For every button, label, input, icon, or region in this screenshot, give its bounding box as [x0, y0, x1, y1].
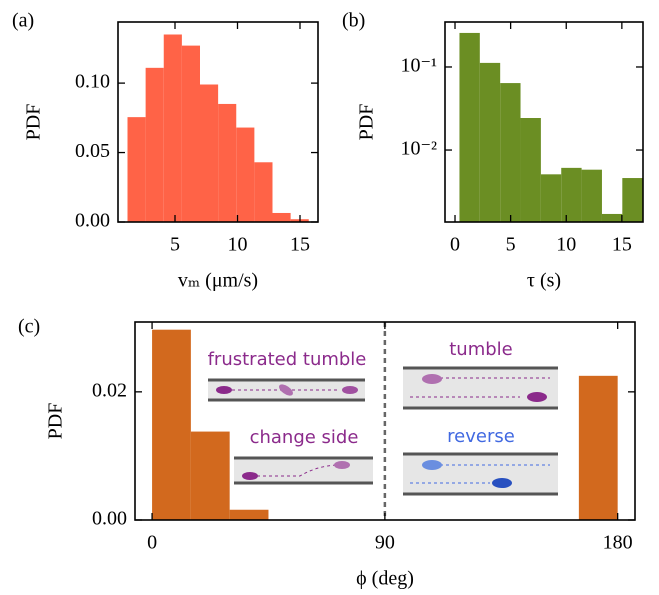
- bar: [272, 212, 291, 222]
- y-tick-label: 10⁻²: [400, 138, 437, 160]
- y-tick-label: 10⁻¹: [400, 55, 437, 77]
- bar: [561, 167, 582, 222]
- panel: 0 90 180 0.00 0.02 ϕ (deg) PDF (c): [18, 316, 636, 590]
- bar: [581, 169, 602, 222]
- bar: [520, 118, 541, 222]
- panel-label: (c): [18, 316, 40, 338]
- bar: [127, 117, 146, 222]
- x-tick-label: 10: [556, 234, 576, 256]
- x-tick-label: 10: [228, 234, 248, 256]
- x-tick-label: 5: [506, 234, 516, 256]
- x-tick-label: 15: [612, 234, 632, 256]
- y-tick-label: 0.00: [75, 210, 110, 232]
- x-axis-label: vₘ (μm/s): [178, 270, 258, 292]
- bar: [229, 509, 269, 520]
- y-tick-label: 0.05: [75, 140, 110, 162]
- y-axis-label: PDF: [356, 104, 378, 141]
- inset-change-side: [234, 456, 373, 485]
- x-tick-label: 180: [603, 532, 633, 554]
- bar: [145, 67, 164, 222]
- x-tick-label: 0: [147, 532, 157, 554]
- y-axis-label: PDF: [23, 104, 45, 141]
- annotation: frustrated tumble: [208, 349, 367, 370]
- axes-frame: [117, 21, 319, 223]
- inset-tumble: [403, 366, 558, 410]
- bar: [540, 174, 562, 222]
- panel-label: (b): [342, 10, 365, 32]
- bar: [152, 329, 191, 520]
- annotation: tumble: [449, 339, 513, 360]
- x-tick-label: 15: [290, 234, 310, 256]
- x-axis-label: ϕ (deg): [356, 568, 414, 590]
- y-tick-label: 0.02: [92, 379, 127, 401]
- inset-reverse: [403, 452, 558, 496]
- bar: [163, 34, 182, 222]
- bar: [578, 375, 618, 520]
- bar: [190, 431, 230, 520]
- x-tick-label: 0: [450, 234, 460, 256]
- panel-label: (a): [12, 10, 34, 32]
- y-tick-label: 0.00: [92, 508, 127, 530]
- panel: 0 5 10 15 10⁻² 10⁻¹ τ (s) PDF (b): [342, 10, 644, 292]
- x-tick-label: 90: [375, 532, 395, 554]
- y-axis-label: PDF: [45, 403, 67, 440]
- bar: [236, 127, 255, 222]
- insets: frustrated tumble change side tumble rev…: [208, 339, 558, 496]
- annotation: reverse: [447, 426, 515, 447]
- x-axis-label: τ (s): [527, 270, 561, 292]
- axes-frame: [444, 21, 644, 223]
- x-tick-label: 5: [170, 234, 180, 256]
- inset-frustrated-tumble: [208, 378, 365, 402]
- bar: [601, 213, 623, 222]
- bar: [479, 62, 501, 223]
- panel: 5 10 15 0.00 0.05 0.10 vₘ (μm/s) PDF (a): [12, 10, 319, 292]
- bar: [459, 32, 480, 222]
- bar: [622, 178, 643, 222]
- bar: [218, 103, 237, 222]
- bar: [181, 45, 200, 222]
- annotation: change side: [250, 427, 359, 448]
- bar: [200, 84, 219, 222]
- bar: [254, 162, 273, 222]
- bar: [500, 83, 521, 223]
- y-tick-label: 0.10: [75, 71, 110, 93]
